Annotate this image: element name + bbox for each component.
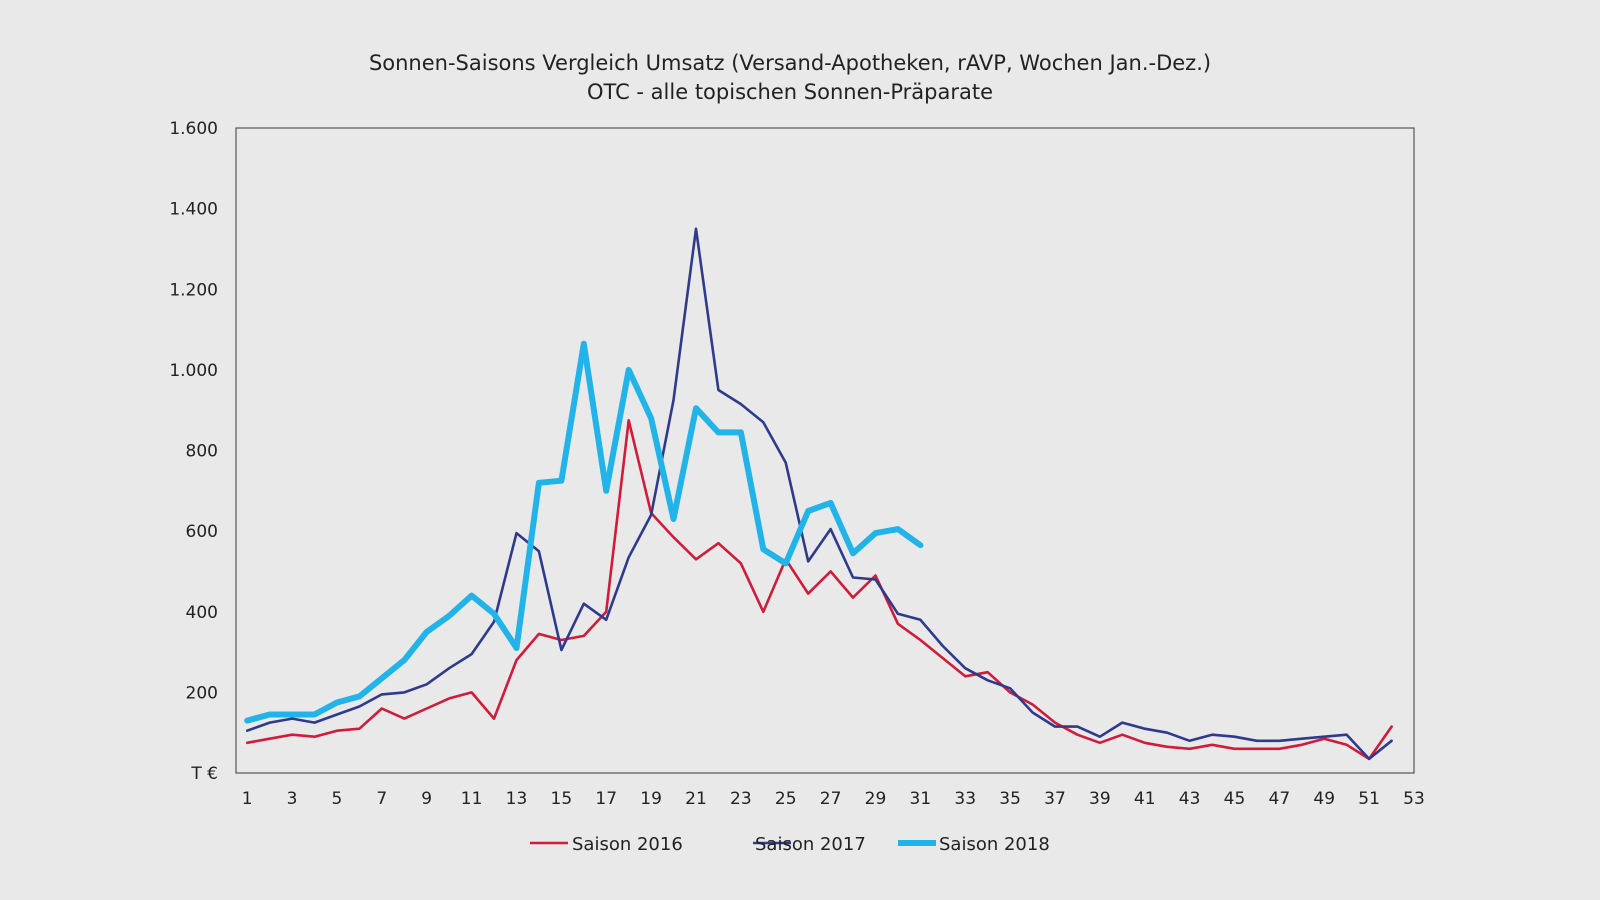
legend-label: Saison 2016 [572,834,683,855]
x-tick-label: 37 [1044,789,1066,809]
chart-subtitle: OTC - alle topischen Sonnen-Präparate [587,80,993,104]
y-tick-label: 200 [186,683,218,703]
x-tick-label: 47 [1269,789,1291,809]
x-tick-label: 21 [685,789,707,809]
x-tick-label: 31 [910,789,932,809]
y-tick-label: 1.000 [169,361,218,381]
y-tick-label: 1.600 [169,119,218,139]
x-tick-label: 11 [461,789,483,809]
x-tick-label: 5 [332,789,343,809]
series-line-saison-2017 [245,227,1393,761]
plot-area [235,127,1415,774]
x-tick-label: 45 [1224,789,1246,809]
x-tick-label: 35 [999,789,1021,809]
x-tick-label: 39 [1089,789,1111,809]
series-line-saison-2018 [244,340,924,724]
x-tick-label: 3 [287,789,298,809]
x-tick-label: 43 [1179,789,1201,809]
x-tick-label: 13 [506,789,528,809]
x-tick-label: 29 [865,789,887,809]
x-tick-label: 33 [954,789,976,809]
x-tick-label: 41 [1134,789,1156,809]
y-tick-label: 400 [186,603,218,623]
x-tick-label: 7 [376,789,387,809]
legend-label: Saison 2018 [939,834,1050,855]
series-lines [244,227,1393,761]
x-tick-label: 9 [421,789,432,809]
x-tick-label: 53 [1403,789,1425,809]
y-axis: 200 400 600 800 1.000 1.200 1.400 1.600 [169,119,218,703]
legend-label: Saison 2017 [755,834,866,855]
chart-title: Sonnen-Saisons Vergleich Umsatz (Versand… [369,51,1211,75]
x-axis: 1 3 5 7 9 11 13 15 17 19 21 23 25 27 29 31 33 35 37 39 41 43 4… [242,789,1425,809]
x-tick-label: 23 [730,789,752,809]
y-tick-label: 1.400 [169,200,218,220]
y-axis-label: T € [190,764,218,784]
x-tick-label: 15 [551,789,573,809]
x-tick-label: 51 [1358,789,1380,809]
x-tick-label: 27 [820,789,842,809]
x-tick-label: 49 [1313,789,1335,809]
x-tick-label: 19 [640,789,662,809]
legend: Saison 2016 Saison 2017 Saison 2018 [530,834,1050,855]
y-tick-label: 800 [186,442,218,462]
series-line-saison-2016 [245,418,1393,761]
x-tick-label: 17 [595,789,617,809]
y-tick-label: 600 [186,522,218,542]
x-tick-label: 25 [775,789,797,809]
y-tick-label: 1.200 [169,280,218,300]
x-tick-label: 1 [242,789,253,809]
